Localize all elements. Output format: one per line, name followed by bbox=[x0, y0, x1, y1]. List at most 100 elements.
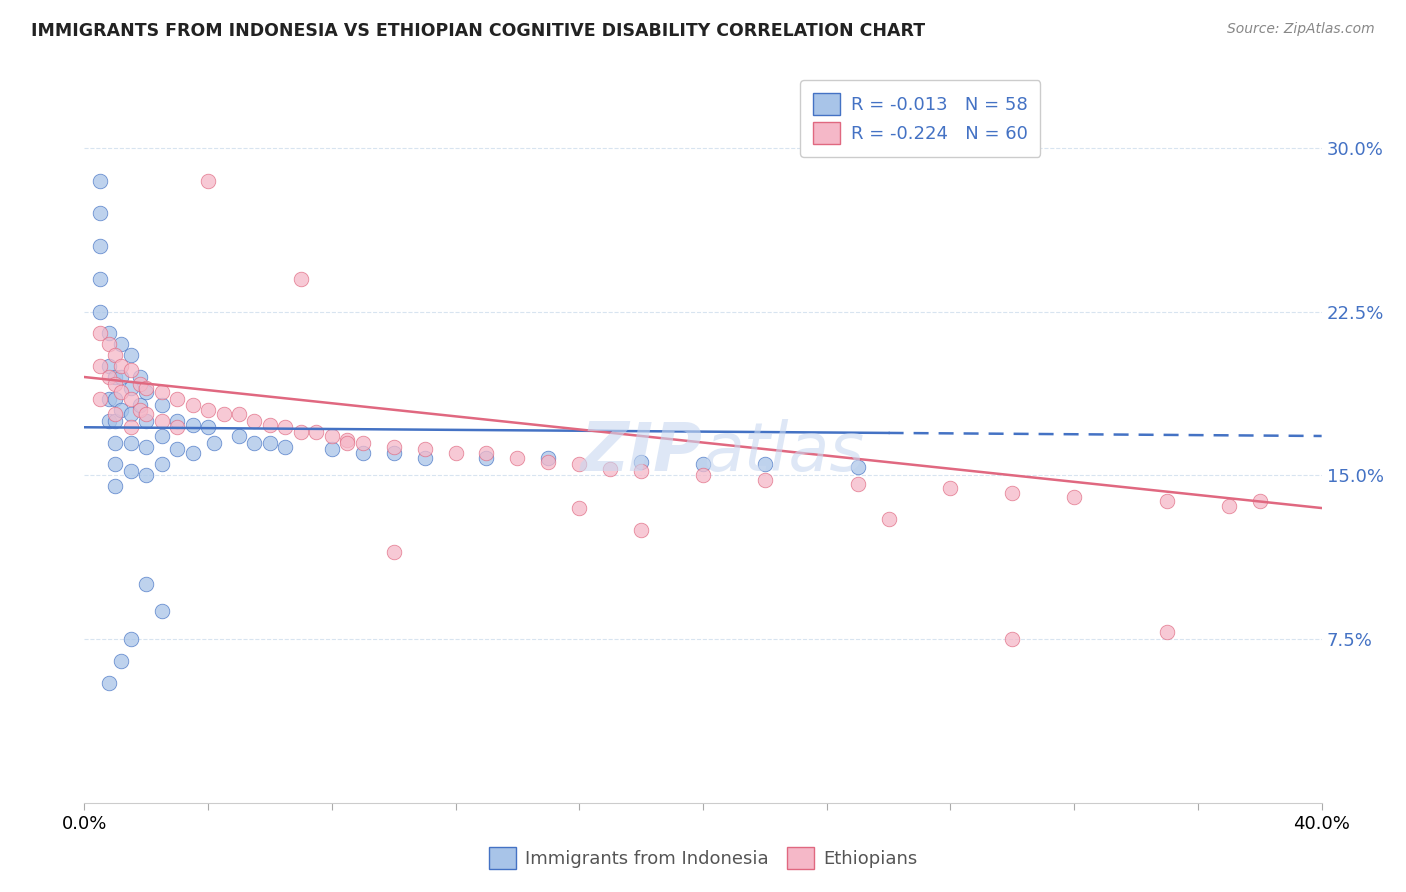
Point bbox=[537, 450, 560, 465]
Point bbox=[89, 272, 111, 286]
Point bbox=[89, 173, 111, 187]
Point bbox=[150, 414, 173, 428]
Point bbox=[877, 512, 900, 526]
Point bbox=[89, 392, 111, 406]
Point bbox=[181, 399, 204, 413]
Point bbox=[135, 577, 157, 591]
Point bbox=[110, 385, 132, 400]
Point bbox=[135, 468, 157, 483]
Point bbox=[475, 450, 498, 465]
Point bbox=[166, 414, 188, 428]
Point bbox=[98, 414, 121, 428]
Point bbox=[166, 442, 188, 456]
Point bbox=[846, 459, 869, 474]
Point bbox=[290, 272, 312, 286]
Point bbox=[444, 446, 467, 460]
Point bbox=[110, 402, 132, 417]
Point bbox=[120, 464, 142, 478]
Point bbox=[129, 376, 152, 391]
Point bbox=[181, 446, 204, 460]
Point bbox=[197, 402, 219, 417]
Point bbox=[104, 370, 127, 384]
Point bbox=[352, 435, 374, 450]
Point bbox=[630, 523, 652, 537]
Point bbox=[228, 407, 250, 421]
Point bbox=[382, 545, 405, 559]
Text: ZIP: ZIP bbox=[581, 418, 703, 484]
Point bbox=[1156, 494, 1178, 508]
Point bbox=[202, 435, 225, 450]
Point bbox=[630, 464, 652, 478]
Point bbox=[150, 385, 173, 400]
Point bbox=[321, 442, 343, 456]
Point bbox=[89, 359, 111, 373]
Point bbox=[104, 458, 127, 472]
Point bbox=[692, 458, 714, 472]
Text: IMMIGRANTS FROM INDONESIA VS ETHIOPIAN COGNITIVE DISABILITY CORRELATION CHART: IMMIGRANTS FROM INDONESIA VS ETHIOPIAN C… bbox=[31, 22, 925, 40]
Point bbox=[1001, 485, 1024, 500]
Point bbox=[104, 479, 127, 493]
Point bbox=[846, 477, 869, 491]
Point bbox=[1001, 632, 1024, 646]
Point bbox=[120, 407, 142, 421]
Point bbox=[135, 414, 157, 428]
Point bbox=[98, 326, 121, 341]
Legend: Immigrants from Indonesia, Ethiopians: Immigrants from Indonesia, Ethiopians bbox=[479, 838, 927, 879]
Point bbox=[129, 399, 152, 413]
Text: atlas: atlas bbox=[703, 418, 865, 484]
Point bbox=[197, 420, 219, 434]
Point bbox=[382, 446, 405, 460]
Point bbox=[1249, 494, 1271, 508]
Point bbox=[166, 392, 188, 406]
Point bbox=[475, 446, 498, 460]
Point bbox=[110, 337, 132, 351]
Point bbox=[413, 442, 436, 456]
Point bbox=[104, 414, 127, 428]
Point bbox=[129, 402, 152, 417]
Point bbox=[110, 654, 132, 668]
Point bbox=[321, 429, 343, 443]
Point bbox=[568, 501, 591, 516]
Point bbox=[129, 370, 152, 384]
Point bbox=[135, 385, 157, 400]
Point bbox=[150, 604, 173, 618]
Point bbox=[150, 429, 173, 443]
Point bbox=[506, 450, 529, 465]
Point bbox=[630, 455, 652, 469]
Point bbox=[1156, 625, 1178, 640]
Point bbox=[259, 418, 281, 433]
Point bbox=[120, 392, 142, 406]
Point bbox=[120, 420, 142, 434]
Point bbox=[228, 429, 250, 443]
Point bbox=[89, 304, 111, 318]
Point bbox=[290, 425, 312, 439]
Point bbox=[120, 435, 142, 450]
Point bbox=[166, 420, 188, 434]
Point bbox=[104, 435, 127, 450]
Point bbox=[754, 458, 776, 472]
Point bbox=[243, 435, 266, 450]
Point bbox=[89, 326, 111, 341]
Point bbox=[120, 381, 142, 395]
Point bbox=[150, 399, 173, 413]
Point bbox=[98, 675, 121, 690]
Point bbox=[382, 440, 405, 454]
Point bbox=[98, 359, 121, 373]
Point bbox=[939, 482, 962, 496]
Point bbox=[120, 363, 142, 377]
Point bbox=[274, 420, 297, 434]
Point bbox=[599, 461, 621, 475]
Point bbox=[352, 446, 374, 460]
Point bbox=[197, 173, 219, 187]
Point bbox=[104, 407, 127, 421]
Point bbox=[568, 458, 591, 472]
Point bbox=[98, 392, 121, 406]
Point bbox=[336, 435, 359, 450]
Point bbox=[135, 407, 157, 421]
Point bbox=[754, 473, 776, 487]
Point bbox=[274, 440, 297, 454]
Point bbox=[692, 468, 714, 483]
Point bbox=[181, 418, 204, 433]
Point bbox=[89, 206, 111, 220]
Point bbox=[259, 435, 281, 450]
